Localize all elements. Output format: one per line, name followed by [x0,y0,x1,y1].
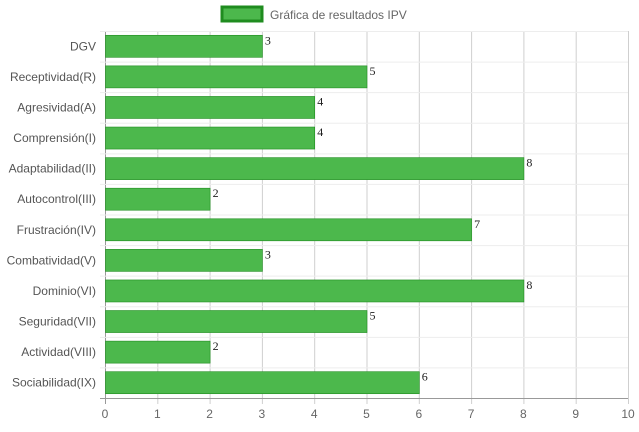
value-label: 4 [317,125,323,139]
x-axis-ticks: 0 1 2 3 4 5 6 7 8 9 10 [102,407,635,421]
category-label: Actividad(VIII) [21,345,96,359]
bar[interactable] [105,65,368,89]
x-tick-label: 5 [363,407,370,421]
category-label: Adaptabilidad(II) [9,162,96,176]
value-label: 2 [213,339,219,353]
gridlines [100,31,629,404]
value-label: 3 [265,33,271,47]
x-tick-label: 4 [311,407,318,421]
legend-label: Gráfica de resultados IPV [270,8,407,22]
x-tick-label: 1 [154,407,161,421]
bar[interactable] [105,371,420,395]
value-label: 8 [526,278,532,292]
legend-swatch [220,5,264,23]
category-label: Combatividad(V) [7,253,96,267]
bars [105,34,525,395]
bar[interactable] [105,96,315,119]
value-label: 8 [526,156,532,170]
category-label: Comprensión(I) [13,131,96,145]
bar[interactable] [105,279,525,303]
category-label: Autocontrol(III) [17,192,96,206]
x-tick-label: 7 [468,407,475,421]
category-label: Receptividad(R) [10,70,96,84]
legend[interactable]: Gráfica de resultados IPV [220,5,407,23]
category-label: Agresividad(A) [17,100,96,114]
bar[interactable] [105,157,525,180]
value-label: 7 [474,217,480,231]
category-label: Sociabilidad(IX) [12,376,96,390]
bar[interactable] [105,340,211,364]
value-label: 2 [213,186,219,200]
bar[interactable] [105,126,315,150]
x-tick-label: 9 [572,407,579,421]
value-label: 6 [422,370,428,384]
category-label: Dominio(VI) [33,284,96,298]
value-label: 5 [370,309,376,323]
category-labels: DGV Receptividad(R) Agresividad(A) Comprens… [7,39,96,389]
bar[interactable] [105,310,368,333]
x-tick-label: 3 [259,407,266,421]
x-tick-label: 2 [206,407,213,421]
category-label: Frustración(IV) [17,223,96,237]
x-tick-label: 10 [621,407,635,421]
x-tick-label: 6 [415,407,422,421]
bar[interactable] [105,34,263,58]
category-label: Seguridad(VII) [19,315,96,329]
category-label: DGV [70,39,96,53]
x-tick-label: 8 [520,407,527,421]
value-label: 5 [370,64,376,78]
bar[interactable] [105,187,211,211]
value-label: 3 [265,247,271,261]
value-labels: 3 5 4 4 8 2 7 3 8 5 2 6 [213,33,533,383]
value-label: 4 [317,94,323,108]
x-tick-label: 0 [102,407,109,421]
bar[interactable] [105,249,263,272]
bar[interactable] [105,218,472,242]
